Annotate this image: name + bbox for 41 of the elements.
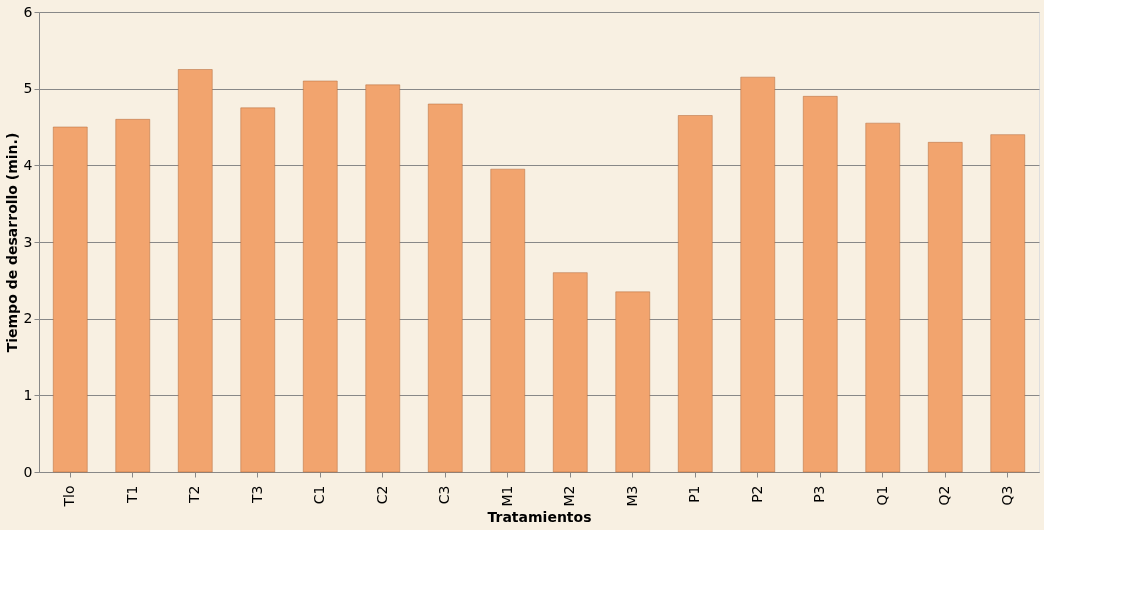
bar bbox=[928, 142, 963, 473]
bar bbox=[615, 291, 650, 473]
bar bbox=[865, 122, 900, 473]
bar bbox=[553, 272, 588, 473]
x-tick-label: T1 bbox=[123, 485, 140, 504]
bar bbox=[803, 96, 838, 473]
x-tick-label: Tlo bbox=[61, 485, 78, 508]
x-tick-label: P1 bbox=[686, 485, 703, 503]
x-tick-label: C2 bbox=[373, 485, 390, 505]
x-tick-label: P2 bbox=[748, 485, 765, 503]
x-tick-label: Q3 bbox=[998, 485, 1015, 506]
bar bbox=[115, 119, 150, 473]
x-tick-label: T2 bbox=[186, 485, 203, 504]
y-tick-label: 2 bbox=[23, 310, 33, 327]
y-axis-title: Tiempo de desarrollo (min.) bbox=[3, 132, 20, 353]
bar bbox=[303, 80, 338, 473]
y-tick-label: 6 bbox=[23, 3, 33, 20]
bar bbox=[740, 76, 775, 473]
x-tick-label: M2 bbox=[561, 485, 578, 507]
bar bbox=[990, 134, 1025, 473]
bar bbox=[240, 107, 275, 473]
x-tick-label: M3 bbox=[623, 485, 640, 507]
y-tick-label: 4 bbox=[23, 156, 33, 173]
x-tick-label: M1 bbox=[498, 485, 515, 507]
bar bbox=[678, 115, 713, 473]
bar bbox=[178, 69, 213, 473]
x-tick-label: Q2 bbox=[936, 485, 953, 506]
bar bbox=[53, 126, 88, 473]
y-tick-label: 3 bbox=[23, 233, 33, 250]
bar bbox=[428, 103, 463, 473]
y-tick-label: 1 bbox=[23, 386, 33, 403]
bar bbox=[365, 84, 400, 473]
x-tick-label: C3 bbox=[436, 485, 453, 505]
x-tick-label: Q1 bbox=[873, 485, 890, 506]
x-axis-title: Tratamientos bbox=[487, 508, 592, 525]
y-tick-label: 5 bbox=[23, 80, 33, 97]
x-tick-label: P3 bbox=[811, 485, 828, 503]
bar bbox=[490, 168, 525, 473]
x-tick-label: C1 bbox=[311, 485, 328, 505]
y-tick-label: 0 bbox=[23, 463, 33, 480]
x-tick-label: T3 bbox=[248, 485, 265, 504]
